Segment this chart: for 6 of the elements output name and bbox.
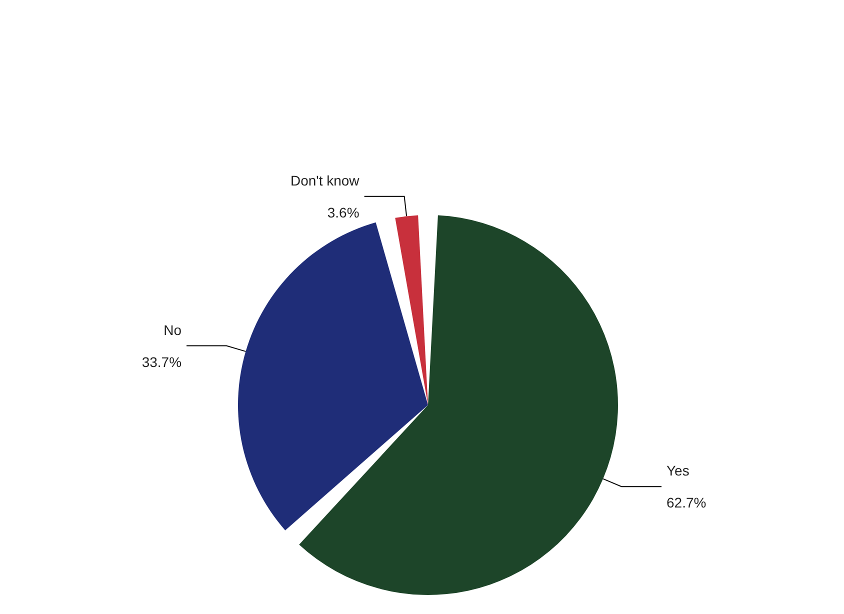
data-label: 33.7% — [142, 354, 182, 370]
data-label: 62.7% — [666, 494, 706, 511]
slice-label: Don't know — [290, 172, 360, 188]
slice-label: No — [164, 322, 182, 338]
slice-label: Yes — [666, 462, 690, 479]
data-label: 3.6% — [327, 204, 360, 220]
